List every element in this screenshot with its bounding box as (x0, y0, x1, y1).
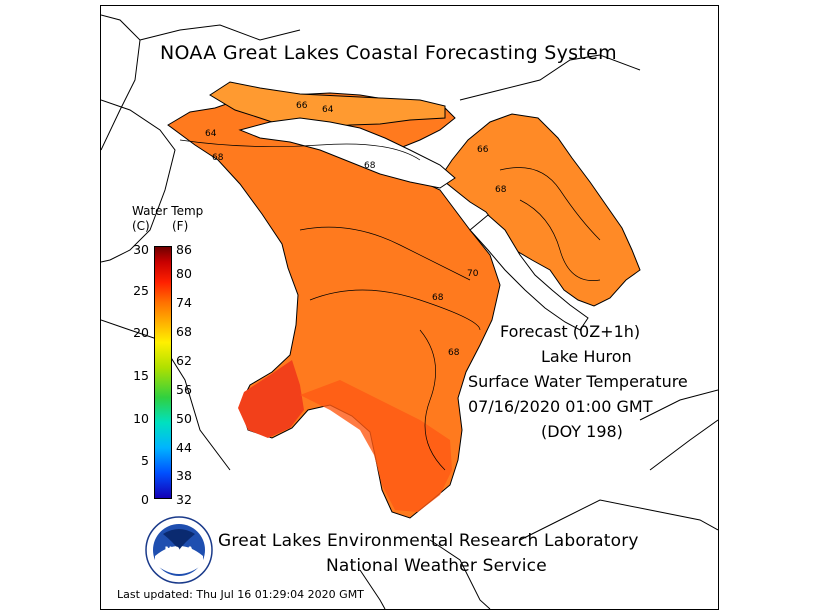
southern-warm-zone (300, 380, 452, 512)
legend-fahrenheit-tick: 50 (176, 411, 192, 426)
land-boundary-line (359, 569, 386, 609)
contour-label: 68 (495, 185, 507, 195)
forecast-datetime-label: 07/16/2020 01:00 GMT (468, 397, 653, 416)
org-name-glerl: Great Lakes Environmental Research Labor… (218, 531, 639, 551)
forecast-run-label: Forecast (0Z+1h) (500, 322, 641, 341)
legend-celsius-tick: 5 (141, 453, 149, 468)
land-boundary-line (649, 419, 718, 471)
legend-fahrenheit-tick: 38 (176, 468, 192, 483)
legend-celsius-tick: 30 (133, 242, 149, 257)
contour-label: 64 (322, 105, 334, 115)
last-updated-timestamp: Last updated: Thu Jul 16 01:29:04 2020 G… (117, 588, 364, 601)
contour-line (179, 139, 421, 161)
legend-celsius-tick: 0 (141, 492, 149, 507)
legend-fahrenheit-tick: 62 (176, 353, 192, 368)
legend-fahrenheit-tick: 32 (176, 492, 192, 507)
legend-unit-fahrenheit: (F) (172, 219, 189, 233)
legend-fahrenheit-tick: 74 (176, 295, 192, 310)
land-boundary-line (139, 24, 301, 41)
land-boundary-line (101, 99, 176, 263)
org-name-nws: National Weather Service (326, 556, 547, 576)
contour-label: 68 (212, 153, 224, 163)
land-boundary-line (459, 54, 641, 101)
contour-line (299, 226, 471, 281)
day-of-year-label: (DOY 198) (541, 422, 623, 441)
variable-label: Surface Water Temperature (468, 372, 688, 391)
contour-line (499, 167, 601, 241)
map-frame (100, 5, 719, 610)
lake-name-label: Lake Huron (541, 347, 632, 366)
contour-label: 68 (448, 348, 460, 358)
saginaw-bay-warm (238, 360, 304, 438)
contour-line (519, 199, 601, 281)
land-boundary-line (639, 389, 718, 421)
legend-celsius-tick: 20 (133, 325, 149, 340)
contour-label: 68 (432, 293, 444, 303)
land-boundary-line (101, 14, 141, 151)
legend-fahrenheit-tick: 56 (176, 382, 192, 397)
legend-fahrenheit-tick: 44 (176, 440, 192, 455)
legend-unit-celsius: (C) (132, 219, 150, 233)
legend-celsius-tick: 10 (133, 411, 149, 426)
land-boundary-line (519, 499, 718, 541)
page-title: NOAA Great Lakes Coastal Forecasting Sys… (160, 42, 617, 64)
temperature-colorbar (154, 246, 172, 499)
land-boundary-line (101, 319, 231, 471)
manitoulin-island (238, 117, 456, 189)
contour-label: 70 (467, 269, 479, 279)
noaa-seal-icon: NOAA (145, 516, 213, 584)
legend-fahrenheit-tick: 80 (176, 266, 192, 281)
contour-label: 64 (205, 129, 217, 139)
contour-label: 66 (477, 145, 489, 155)
noaa-logo-text: NOAA (165, 546, 194, 556)
land-boundary-line (429, 539, 491, 609)
legend-fahrenheit-tick: 86 (176, 242, 192, 257)
contour-line (309, 289, 481, 331)
legend-celsius-tick: 25 (133, 283, 149, 298)
contour-label: 68 (364, 161, 376, 171)
legend-celsius-tick: 15 (133, 368, 149, 383)
contour-line (419, 329, 446, 471)
bruce-peninsula (469, 214, 589, 331)
legend-title: Water Temp (132, 204, 204, 218)
contour-label: 66 (296, 101, 308, 111)
legend-fahrenheit-tick: 68 (176, 324, 192, 339)
